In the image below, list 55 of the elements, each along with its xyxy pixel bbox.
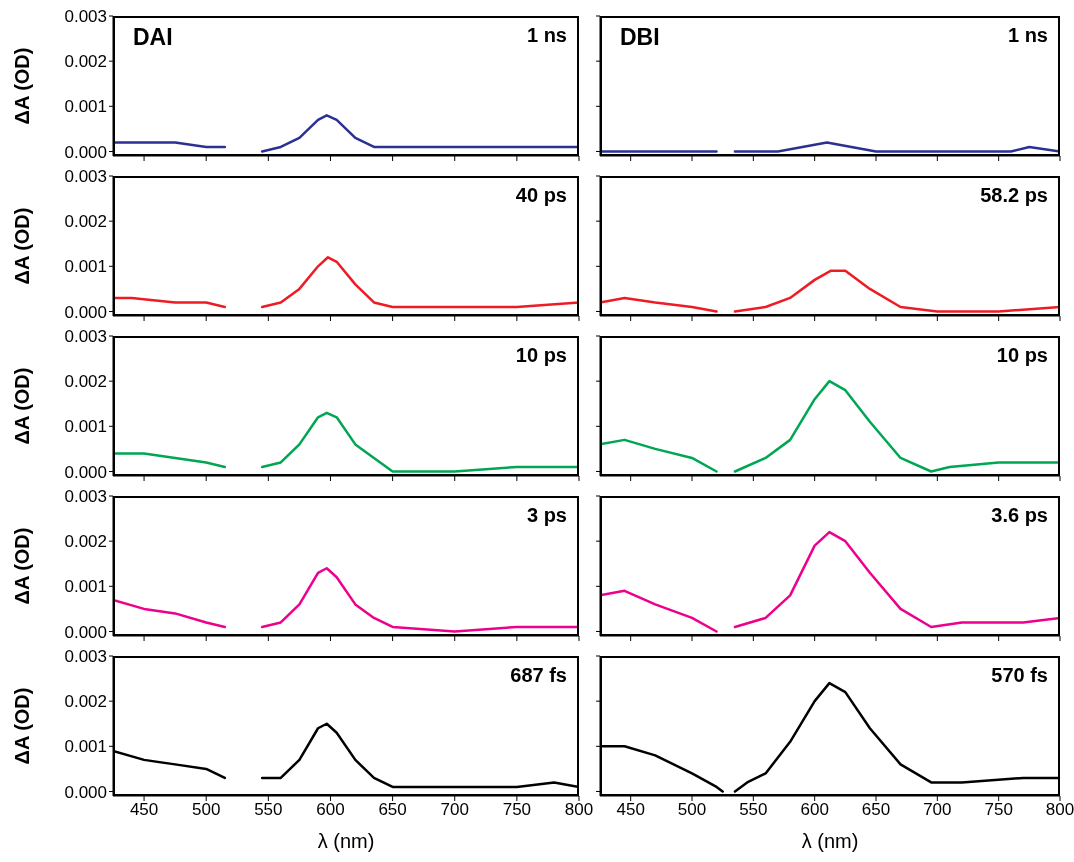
y-tick-label: 0.001 <box>64 577 107 597</box>
annotation: DAI <box>133 24 173 51</box>
x-axis-title: λ (nm) <box>317 829 375 854</box>
x-tick-label: 700 <box>923 800 952 820</box>
y-tick-label: 0.000 <box>64 462 107 482</box>
y-tick-label: 0.003 <box>64 487 107 507</box>
annotation: 3.6 ps <box>991 504 1048 527</box>
x-tick-label: 500 <box>677 800 707 820</box>
annotation: 10 ps <box>515 344 567 367</box>
y-tick-label: 0.001 <box>64 737 107 757</box>
annotation: 570 fs <box>991 664 1048 687</box>
x-tick-label: 650 <box>861 800 891 820</box>
y-tick-label: 0.002 <box>64 372 107 392</box>
y-tick-label: 0.001 <box>64 417 107 437</box>
annotation: 1 ns <box>526 24 567 47</box>
y-tick-label: 0.002 <box>64 52 107 72</box>
y-tick-label: 0.003 <box>64 647 107 667</box>
y-tick-label: 0.003 <box>64 327 107 347</box>
x-tick-label: 500 <box>192 800 221 820</box>
x-tick-label: 600 <box>316 800 345 820</box>
y-tick-label: 0.000 <box>64 622 107 642</box>
annotation: 10 ps <box>996 344 1048 367</box>
x-tick-label: 550 <box>739 800 768 820</box>
y-axis-title: ΔA (OD) <box>10 527 34 605</box>
y-axis-title: ΔA (OD) <box>10 687 34 765</box>
x-tick-label: 450 <box>129 800 159 820</box>
x-tick-label: 550 <box>254 800 283 820</box>
x-tick-label: 800 <box>1045 800 1074 820</box>
x-tick-label: 650 <box>378 800 407 820</box>
x-tick-label: 800 <box>564 800 594 820</box>
annotation: 40 ps <box>515 184 567 207</box>
annotation: 3 ps <box>526 504 567 527</box>
y-axis-title: ΔA (OD) <box>10 47 34 125</box>
x-tick-label: 700 <box>440 800 469 820</box>
x-tick-label: 750 <box>502 800 532 820</box>
x-axis-title: λ (nm) <box>801 829 859 854</box>
y-axis-title: ΔA (OD) <box>10 207 34 285</box>
y-tick-label: 0.002 <box>64 692 107 712</box>
annotation: DBI <box>620 24 660 51</box>
x-tick-label: 600 <box>800 800 829 820</box>
y-tick-label: 0.002 <box>64 532 107 552</box>
annotation: 687 fs <box>510 664 567 687</box>
y-tick-label: 0.002 <box>64 212 107 232</box>
x-tick-label: 750 <box>984 800 1013 820</box>
y-tick-label: 0.000 <box>64 142 107 162</box>
y-tick-label: 0.001 <box>64 97 107 117</box>
y-tick-label: 0.000 <box>64 302 107 322</box>
y-tick-label: 0.001 <box>64 257 107 277</box>
x-tick-label: 450 <box>616 800 645 820</box>
annotation: 1 ns <box>1007 24 1048 47</box>
annotation: 58.2 ps <box>980 184 1048 207</box>
y-tick-label: 0.000 <box>64 782 107 802</box>
y-tick-label: 0.003 <box>64 7 107 27</box>
y-tick-label: 0.003 <box>64 167 107 187</box>
y-axis-title: ΔA (OD) <box>10 367 34 445</box>
